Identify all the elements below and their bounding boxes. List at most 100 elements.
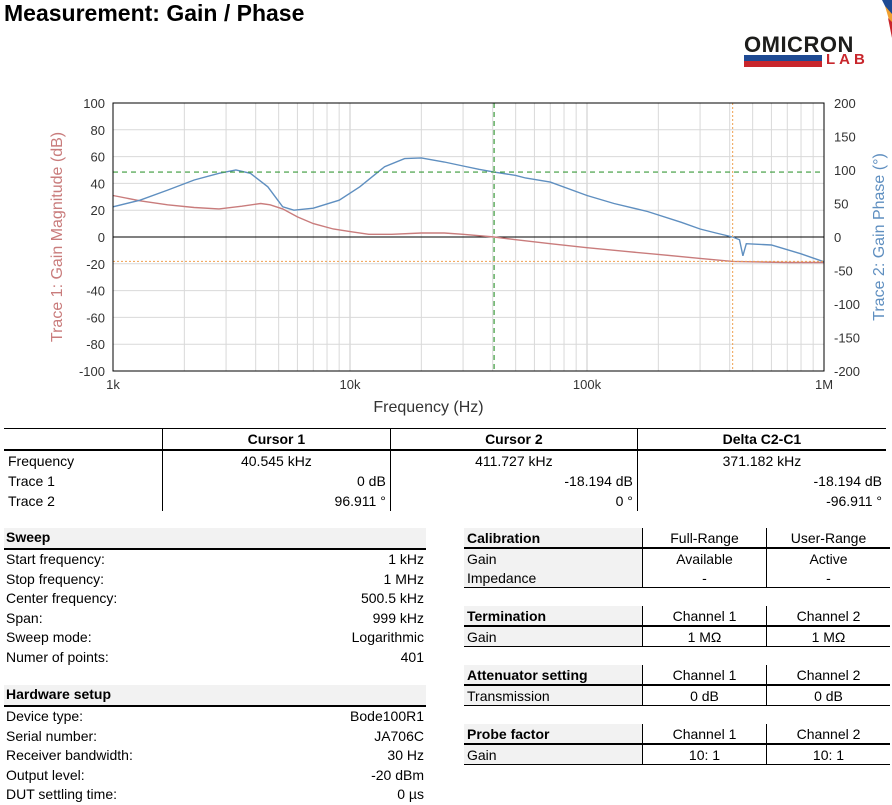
- value: 500.5 kHz: [360, 590, 424, 607]
- cell: 0 dB: [162, 471, 391, 491]
- y-right-tick-label: 150: [834, 130, 856, 145]
- list-item: Device type: Bode100R1: [4, 707, 426, 727]
- y-left-tick-label: 40: [91, 176, 105, 191]
- y-left-tick-label: 100: [83, 96, 105, 111]
- gain-phase-chart: 100806040200-20-40-60-80-100200150100500…: [49, 96, 888, 416]
- sweep-section: Sweep Start frequency: 1 kHz Stop frequen…: [4, 528, 426, 668]
- cell: 10: 1: [642, 744, 767, 765]
- cell: -18.194 dB: [389, 471, 638, 491]
- logo-text-omicron: OMICRON: [744, 32, 854, 57]
- table-header: Termination Channel 1 Channel 2: [464, 606, 890, 627]
- label: DUT settling time:: [6, 786, 117, 803]
- list-item: DUT settling time: 0 µs: [4, 785, 426, 805]
- label: Receiver bandwidth:: [6, 747, 133, 764]
- list-item: Serial number: JA706C: [4, 727, 426, 747]
- logo-text-lab: LAB: [826, 51, 869, 68]
- y-left-tick-label: -40: [86, 284, 105, 299]
- cell: 0 dB: [642, 685, 767, 706]
- label: Device type:: [6, 708, 84, 724]
- row-label: Transmission: [464, 685, 643, 706]
- value: 0 µs: [397, 786, 424, 803]
- value: -20 dBm: [371, 766, 424, 783]
- table-header: Probe factor Channel 1 Channel 2: [464, 724, 890, 745]
- y-left-tick-label: 60: [91, 150, 105, 165]
- cell: Available: [642, 548, 767, 568]
- cursor-table-header-cell: Cursor 2: [389, 428, 638, 451]
- section-heading: Sweep: [4, 528, 426, 550]
- series-line-1: [112, 194, 824, 264]
- section-heading: Calibration: [464, 528, 643, 549]
- attenuator-table: Attenuator setting Channel 1 Channel 2 T…: [464, 665, 890, 706]
- y-left-axis-label: Trace 1: Gain Magnitude (dB): [49, 132, 66, 342]
- row-label: Frequency: [8, 453, 75, 469]
- termination-table: Termination Channel 1 Channel 2 Gain 1 M…: [464, 606, 890, 647]
- value: 1 kHz: [388, 551, 424, 567]
- section-heading: Attenuator setting: [464, 665, 643, 686]
- y-right-tick-label: -200: [834, 364, 860, 379]
- label: Serial number:: [6, 727, 98, 744]
- cell: 96.911 °: [162, 491, 391, 511]
- y-right-axis-label: Trace 2: Gain Phase (°): [871, 153, 888, 321]
- cursor-table-header-cell: Delta C2-C1: [636, 428, 886, 451]
- label: Sweep mode:: [6, 629, 92, 646]
- table-row: Gain 1 MΩ 1 MΩ: [464, 626, 890, 647]
- cell: -: [766, 568, 890, 588]
- y-left-tick-label: 80: [91, 123, 105, 138]
- list-item: Span: 999 kHz: [4, 609, 426, 629]
- row-label: Gain: [464, 744, 643, 765]
- cell: 371.182 kHz: [636, 450, 886, 471]
- list-item: Start frequency: 1 kHz: [4, 550, 426, 570]
- table-header: Calibration Full-Range User-Range: [464, 528, 890, 549]
- column-header: Channel 2: [766, 665, 890, 686]
- row-label: Trace 2: [8, 493, 55, 509]
- logo-bar-red: [744, 61, 822, 67]
- cell: 0 °: [389, 491, 638, 511]
- section-heading: Termination: [464, 606, 643, 627]
- cursor-table: Cursor 1 Cursor 2 Delta C2-C1 Frequency …: [4, 428, 886, 511]
- cell: 40.545 kHz: [162, 450, 391, 471]
- value: 30 Hz: [387, 747, 424, 764]
- table-header: Attenuator setting Channel 1 Channel 2: [464, 665, 890, 686]
- value: 1 MHz: [383, 570, 424, 587]
- y-right-tick-label: -150: [834, 331, 860, 346]
- y-left-tick-label: -20: [86, 257, 105, 272]
- y-left-tick-label: -80: [86, 337, 105, 352]
- calibration-table: Calibration Full-Range User-Range Gain A…: [464, 528, 890, 588]
- cell: 0 dB: [766, 685, 890, 706]
- cell: 1 MΩ: [642, 626, 767, 647]
- column-header: Channel 2: [766, 724, 890, 745]
- y-right-tick-label: 100: [834, 163, 856, 178]
- plot-frame: [112, 102, 825, 372]
- label: Span:: [6, 609, 43, 626]
- list-item: Stop frequency: 1 MHz: [4, 570, 426, 590]
- row-label: Gain: [464, 626, 643, 647]
- row-label: Gain: [464, 548, 643, 568]
- corner-decoration: [882, 0, 892, 38]
- list-item: Numer of points: 401: [4, 648, 426, 668]
- table-row: Trace 2 96.911 ° 0 ° -96.911 °: [4, 491, 886, 511]
- value: JA706C: [374, 727, 424, 744]
- table-row: Gain Available Active: [464, 548, 890, 568]
- cursor-table-header: Cursor 1 Cursor 2 Delta C2-C1: [4, 428, 886, 451]
- y-right-tick-label: -50: [834, 264, 853, 279]
- y-left-tick-label: -100: [79, 364, 105, 379]
- x-tick-label: 100k: [573, 377, 602, 392]
- column-header: Channel 2: [766, 606, 890, 627]
- table-row: Frequency 40.545 kHz 411.727 kHz 371.182…: [4, 450, 886, 471]
- section-heading: Hardware setup: [4, 685, 426, 707]
- cell: 10: 1: [766, 744, 890, 765]
- table-row: Gain 10: 1 10: 1: [464, 744, 890, 765]
- omicron-lab-logo: OMICRON LAB: [744, 32, 872, 70]
- table-row: Trace 1 0 dB -18.194 dB -18.194 dB: [4, 471, 886, 491]
- cell: 411.727 kHz: [389, 450, 638, 471]
- label: Center frequency:: [6, 590, 118, 607]
- y-right-tick-label: 0: [834, 230, 841, 245]
- row-label: Trace 1: [8, 473, 55, 489]
- value: Bode100R1: [350, 708, 424, 724]
- y-left-tick-label: 0: [98, 230, 105, 245]
- table-row: Transmission 0 dB 0 dB: [464, 685, 890, 706]
- list-item: Output level: -20 dBm: [4, 766, 426, 786]
- table-row: Impedance - -: [464, 568, 890, 588]
- value: Logarithmic: [351, 629, 424, 646]
- list-item: Sweep mode: Logarithmic: [4, 628, 426, 648]
